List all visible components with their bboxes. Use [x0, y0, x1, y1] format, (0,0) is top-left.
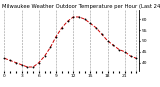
Text: Milwaukee Weather Outdoor Temperature per Hour (Last 24 Hours): Milwaukee Weather Outdoor Temperature pe…	[2, 4, 160, 9]
